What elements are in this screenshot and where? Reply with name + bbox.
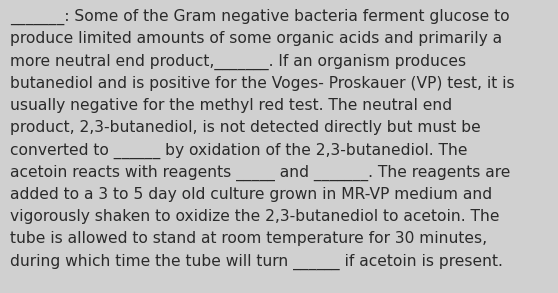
Text: added to a 3 to 5 day old culture grown in MR-VP medium and: added to a 3 to 5 day old culture grown …	[10, 187, 492, 202]
Text: butanediol and is positive for the Voges- Proskauer (VP) test, it is: butanediol and is positive for the Voges…	[10, 76, 514, 91]
Text: converted to ______ by oxidation of the 2,3-butanediol. The: converted to ______ by oxidation of the …	[10, 142, 468, 159]
Text: acetoin reacts with reagents _____ and _______. The reagents are: acetoin reacts with reagents _____ and _…	[10, 165, 511, 181]
Text: produce limited amounts of some organic acids and primarily a: produce limited amounts of some organic …	[10, 31, 502, 46]
Text: usually negative for the methyl red test. The neutral end: usually negative for the methyl red test…	[10, 98, 452, 113]
Text: tube is allowed to stand at room temperature for 30 minutes,: tube is allowed to stand at room tempera…	[10, 231, 487, 246]
Text: _______: Some of the Gram negative bacteria ferment glucose to: _______: Some of the Gram negative bacte…	[10, 9, 509, 25]
Text: during which time the tube will turn ______ if acetoin is present.: during which time the tube will turn ___…	[10, 254, 503, 270]
Text: more neutral end product,_______. If an organism produces: more neutral end product,_______. If an …	[10, 53, 466, 69]
Text: product, 2,3-butanediol, is not detected directly but must be: product, 2,3-butanediol, is not detected…	[10, 120, 481, 135]
Text: vigorously shaken to oxidize the 2,3-butanediol to acetoin. The: vigorously shaken to oxidize the 2,3-but…	[10, 209, 499, 224]
